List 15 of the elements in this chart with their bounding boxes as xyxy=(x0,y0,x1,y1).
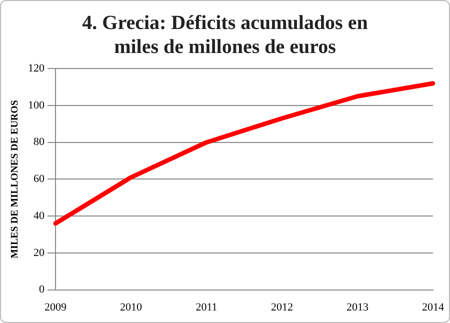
y-tick-label: 20 xyxy=(34,246,45,259)
y-tick-label: 120 xyxy=(28,62,45,74)
y-tick-label: 80 xyxy=(34,136,45,148)
y-tick-label: 40 xyxy=(34,210,45,222)
x-tick-label: 2010 xyxy=(120,301,142,314)
y-tick-label: 0 xyxy=(39,284,45,296)
x-tick-label: 2009 xyxy=(44,301,67,314)
y-axis-title: MILES DE MILLONES DE EUROS xyxy=(10,100,21,258)
y-tick-label: 100 xyxy=(28,99,45,112)
x-tick-label: 2012 xyxy=(271,301,293,314)
x-tick-label: 2014 xyxy=(422,301,444,314)
y-tick-label: 60 xyxy=(34,173,45,186)
chart-title: 4. Grecia: Déficits acumulados en miles de millones de euros xyxy=(81,11,369,59)
x-tick-label: 2013 xyxy=(346,301,369,314)
x-tick-label: 2011 xyxy=(196,301,218,314)
